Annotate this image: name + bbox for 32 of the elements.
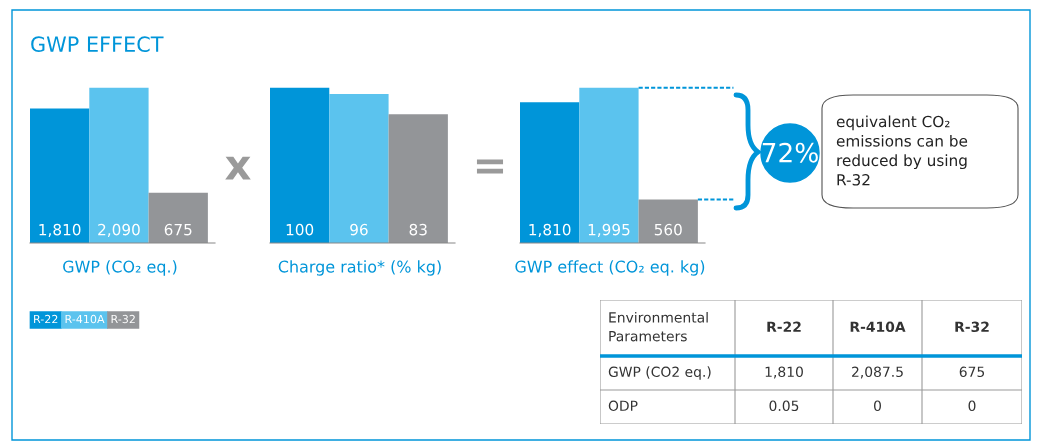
category-label: R-22: [767, 321, 801, 332]
text: 0: [874, 400, 881, 412]
x-axis-title: Charge ratio* (% kg): [278, 260, 441, 276]
text: x: [225, 156, 251, 180]
category-label: ODP: [608, 400, 638, 412]
category-label: Environmental Parameters: [609, 311, 708, 342]
data-label: 2,090: [98, 223, 140, 237]
text: 675: [959, 366, 985, 378]
text: =: [476, 159, 504, 174]
data-label: 1,810: [529, 223, 571, 237]
data-label: 1,810: [39, 223, 81, 237]
text: R-410A: [65, 314, 105, 324]
text: 72%: [762, 142, 818, 163]
text: R-22: [34, 314, 58, 324]
data-label: 83: [409, 223, 427, 236]
category-label: GWP (CO2 eq.): [608, 366, 711, 380]
category-label: R-410A: [850, 321, 906, 333]
x-axis-title: GWP (CO₂ eq.): [63, 260, 177, 276]
data-label: 1,995: [588, 223, 630, 237]
x-axis-title: GWP effect (CO₂ eq. kg): [515, 260, 705, 276]
text: 0: [968, 400, 976, 412]
text: 2,087.5: [852, 366, 903, 379]
text: 1,810: [765, 366, 803, 379]
data-label: 100: [286, 223, 314, 236]
text: equivalent CO₂ emissions can be reduced by using R-32: [836, 115, 968, 186]
data-label: 560: [654, 223, 682, 236]
data-label: 675: [164, 223, 192, 236]
text: R-32: [111, 314, 135, 324]
chart-title: GWP EFFECT: [31, 36, 164, 53]
category-label: R-32: [955, 321, 989, 333]
text: 0.05: [769, 400, 799, 412]
data-label: 96: [350, 223, 368, 236]
